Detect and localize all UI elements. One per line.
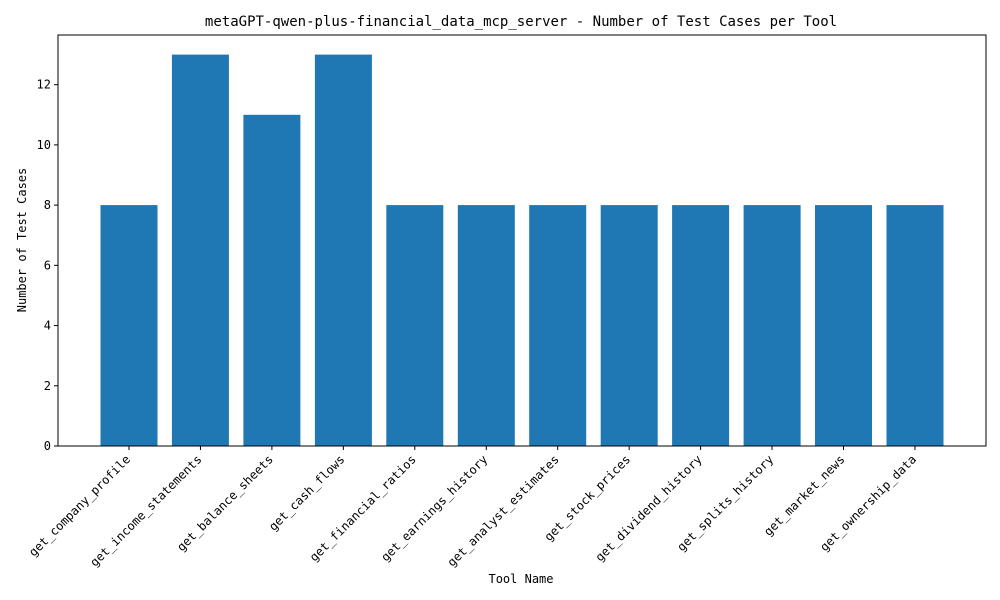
x-axis-ticks: get_company_profileget_income_statements… [26,446,919,569]
bar-get-stock-prices [600,205,658,446]
y-axis-label: Number of Test Cases [15,168,29,313]
y-tick-label: 8 [44,198,51,212]
y-tick-label: 10 [37,138,51,152]
bar-get-ownership-data [886,205,944,446]
bar-get-company-profile [100,205,158,446]
y-tick-label: 4 [44,319,51,333]
bar-get-splits-history [743,205,801,446]
bar-get-cash-flows [314,54,372,446]
y-tick-label: 0 [44,439,51,453]
y-tick-label: 6 [44,258,51,272]
bar-get-income-statements [171,54,229,446]
bar-get-analyst-estimates [529,205,587,446]
chart-title: metaGPT-qwen-plus-financial_data_mcp_ser… [205,14,837,30]
bars-group [100,54,944,447]
x-axis-label: Tool Name [488,572,553,586]
bar-get-dividend-history [672,205,730,446]
y-tick-label: 2 [44,379,51,393]
y-axis-ticks: 0 2 4 6 8 10 12 [37,78,58,453]
bar-get-financial-ratios [386,205,444,446]
bar-get-market-news [815,205,872,446]
bar-get-balance-sheets [243,114,301,447]
x-tick-label: get_cash_flows [266,452,347,533]
bar-get-earnings-history [457,205,515,446]
y-tick-label: 12 [37,78,51,92]
plot-frame [57,34,987,447]
